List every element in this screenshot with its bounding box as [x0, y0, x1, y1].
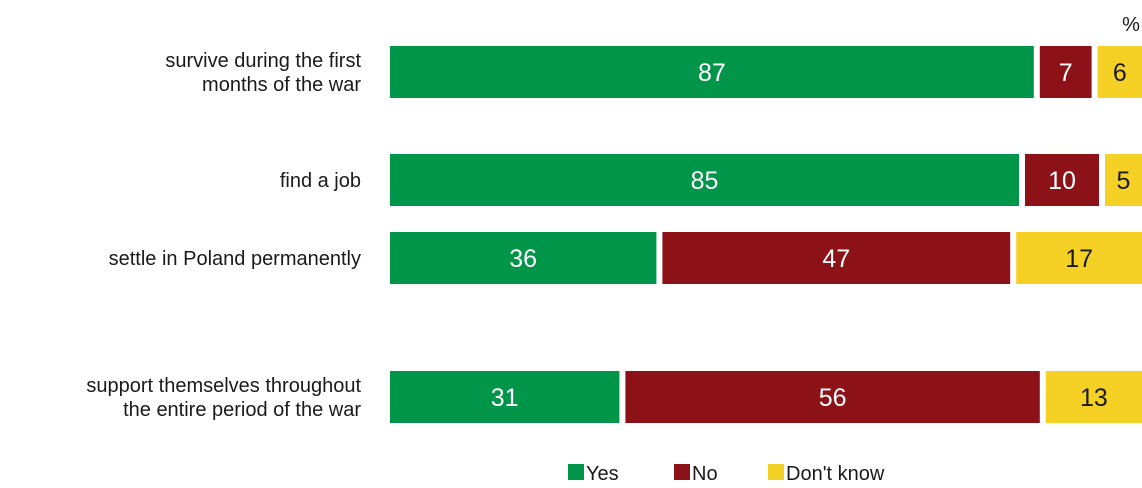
data-label: 17 — [1065, 245, 1093, 273]
category-label: support themselves throughout the entire … — [86, 375, 361, 421]
legend-swatch — [768, 464, 784, 480]
bar-segment — [1025, 154, 1099, 206]
bar-segment — [1045, 371, 1142, 423]
category-label-line: the entire period of the war — [123, 399, 361, 421]
category-label-line: support themselves throughout — [86, 375, 361, 397]
bar-segment — [390, 232, 657, 284]
data-label: 13 — [1080, 384, 1108, 412]
bar-segment — [390, 371, 620, 423]
data-label: 56 — [819, 384, 847, 412]
data-label: 85 — [691, 167, 719, 195]
category-label: survive during the first months of the wa… — [165, 50, 361, 96]
data-label: 31 — [491, 384, 519, 412]
legend-label: Yes — [586, 463, 619, 485]
legend-label: No — [692, 463, 718, 485]
bar-segment — [390, 154, 1019, 206]
legend-label: Don't know — [786, 463, 885, 485]
bar-segment — [1097, 46, 1142, 98]
unit-label: % — [1122, 14, 1140, 36]
category-label-line: find a job — [280, 170, 361, 192]
bar-segment — [1016, 232, 1142, 284]
data-label: 36 — [509, 245, 537, 273]
data-label: 47 — [822, 245, 850, 273]
data-label: 5 — [1117, 167, 1131, 195]
bar-segment — [1039, 46, 1092, 98]
bar-segment — [1105, 154, 1142, 206]
legend-swatch — [568, 464, 584, 480]
data-label: 7 — [1059, 59, 1073, 87]
bar-segment — [662, 232, 1011, 284]
data-label: 6 — [1113, 59, 1127, 87]
bars: 87 7 6 85 10 5 36 47 17 31 56 13 — [390, 46, 1142, 423]
data-label: 10 — [1048, 167, 1076, 195]
category-label-line: survive during the first — [165, 50, 361, 72]
category-labels: survive during the first months of the wa… — [86, 50, 361, 421]
bar-segment — [625, 371, 1040, 423]
bar-segment — [390, 46, 1034, 98]
category-label: find a job — [280, 170, 361, 192]
category-label: settle in Poland permanently — [109, 248, 361, 270]
category-label-line: settle in Poland permanently — [109, 248, 361, 270]
legend-swatch — [674, 464, 690, 480]
category-label-line: months of the war — [202, 74, 361, 96]
data-label: 87 — [698, 59, 726, 87]
legend: Yes No Don't know — [568, 463, 885, 485]
